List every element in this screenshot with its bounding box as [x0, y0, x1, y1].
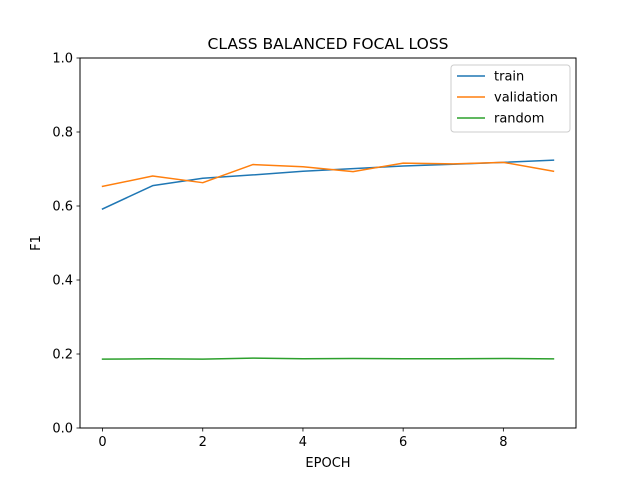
x-tick-label: 8: [499, 435, 507, 450]
legend: train validation random: [450, 64, 571, 133]
chart-title: CLASS BALANCED FOCAL LOSS: [208, 35, 449, 53]
plot-area: [101, 159, 555, 360]
series-line-random: [101, 357, 555, 360]
y-tick-label: 0.8: [52, 126, 73, 141]
y-tick-label: 0.6: [52, 200, 73, 215]
y-axis-label: F1: [29, 235, 44, 251]
y-tick-label: 0.4: [52, 274, 73, 289]
x-tick-label: 0: [98, 435, 106, 450]
legend-label-train: train: [494, 70, 524, 85]
y-tick-label: 1.0: [52, 52, 73, 67]
x-tick-label: 4: [299, 435, 307, 450]
legend-label-validation: validation: [494, 91, 558, 106]
y-tick-label: 0.0: [52, 422, 73, 437]
axes-frame: [79, 57, 577, 429]
y-tick-label: 0.2: [52, 348, 73, 363]
axis-ticks: 0 2 4 6 8 0.0 0.2 0.4 0.6 0.8 1.0: [52, 52, 507, 451]
series-line-validation: [101, 161, 555, 188]
legend-box: [450, 64, 571, 133]
x-tick-label: 6: [399, 435, 407, 450]
x-tick-label: 2: [199, 435, 207, 450]
x-axis-label: EPOCH: [305, 456, 350, 471]
legend-label-random: random: [494, 112, 544, 127]
